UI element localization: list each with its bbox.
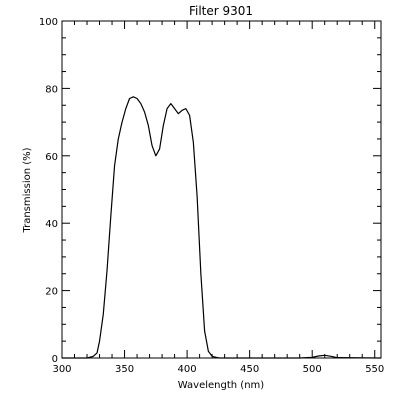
y-tick-label: 100 — [39, 17, 58, 28]
transmission-curve — [62, 96, 382, 359]
x-tick-label: 400 — [178, 364, 197, 375]
chart-title: Filter 9301 — [189, 4, 253, 18]
y-tick-label: 40 — [45, 219, 58, 230]
y-tick-label: 60 — [45, 152, 58, 163]
y-tick-label: 0 — [52, 354, 58, 365]
x-tick-label: 300 — [52, 364, 71, 375]
y-tick-label: 80 — [45, 84, 58, 95]
x-tick-label: 500 — [303, 364, 322, 375]
x-tick-label: 550 — [365, 364, 384, 375]
x-axis-title: Wavelength (nm) — [178, 380, 264, 391]
y-axis-title: Transmission (%) — [22, 147, 33, 233]
x-tick-label: 450 — [240, 364, 259, 375]
plot-area: 300 350 400 450 500 550 0 20 40 60 80 100 — [39, 17, 384, 375]
y-tick-label: 20 — [45, 287, 58, 298]
x-tick-label: 350 — [115, 364, 134, 375]
